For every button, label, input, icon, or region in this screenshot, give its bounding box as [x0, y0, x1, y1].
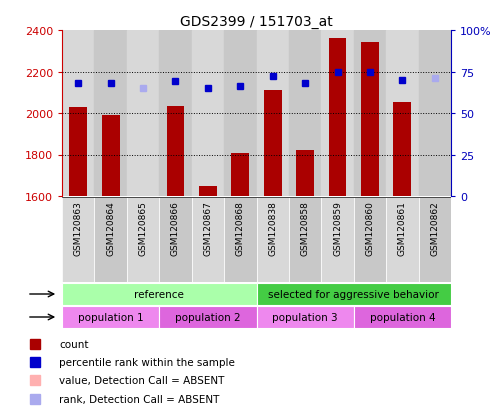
- Bar: [159, 197, 192, 282]
- Title: GDS2399 / 151703_at: GDS2399 / 151703_at: [180, 14, 333, 28]
- Text: population 4: population 4: [370, 312, 435, 322]
- Bar: [354, 197, 386, 282]
- Text: selected for aggressive behavior: selected for aggressive behavior: [268, 289, 439, 299]
- Bar: [354, 306, 451, 328]
- Bar: [62, 306, 159, 328]
- Bar: [167, 107, 184, 197]
- Text: population 1: population 1: [78, 312, 143, 322]
- Text: GSM120858: GSM120858: [301, 201, 310, 256]
- Text: GSM120860: GSM120860: [365, 201, 375, 256]
- Text: GSM120838: GSM120838: [268, 201, 277, 256]
- Bar: [256, 283, 451, 305]
- Bar: [419, 31, 451, 197]
- Text: rank, Detection Call = ABSENT: rank, Detection Call = ABSENT: [59, 394, 219, 404]
- Bar: [354, 31, 386, 197]
- Bar: [192, 31, 224, 197]
- Bar: [289, 197, 321, 282]
- Bar: [361, 43, 379, 197]
- Bar: [199, 186, 217, 197]
- Text: GSM120862: GSM120862: [430, 201, 439, 256]
- Text: population 3: population 3: [272, 312, 338, 322]
- Bar: [102, 116, 119, 197]
- Bar: [224, 31, 256, 197]
- Text: GSM120861: GSM120861: [398, 201, 407, 256]
- Bar: [224, 197, 256, 282]
- Bar: [62, 31, 95, 197]
- Bar: [321, 197, 354, 282]
- Bar: [231, 154, 249, 197]
- Bar: [192, 197, 224, 282]
- Bar: [159, 306, 256, 328]
- Bar: [419, 197, 451, 282]
- Bar: [127, 197, 159, 282]
- Bar: [329, 39, 347, 197]
- Text: GSM120867: GSM120867: [204, 201, 212, 256]
- Bar: [70, 107, 87, 197]
- Text: GSM120868: GSM120868: [236, 201, 245, 256]
- Bar: [62, 197, 95, 282]
- Bar: [95, 31, 127, 197]
- Bar: [256, 31, 289, 197]
- Bar: [289, 31, 321, 197]
- Text: GSM120863: GSM120863: [74, 201, 83, 256]
- Text: reference: reference: [134, 289, 184, 299]
- Bar: [296, 151, 314, 197]
- Bar: [159, 31, 192, 197]
- Bar: [393, 102, 411, 197]
- Bar: [62, 283, 256, 305]
- Bar: [264, 91, 282, 197]
- Text: count: count: [59, 339, 89, 349]
- Bar: [256, 306, 354, 328]
- Text: population 2: population 2: [175, 312, 241, 322]
- Bar: [386, 197, 419, 282]
- Bar: [95, 197, 127, 282]
- Bar: [256, 197, 289, 282]
- Text: value, Detection Call = ABSENT: value, Detection Call = ABSENT: [59, 375, 224, 385]
- Text: GSM120859: GSM120859: [333, 201, 342, 256]
- Text: percentile rank within the sample: percentile rank within the sample: [59, 357, 235, 367]
- Bar: [321, 31, 354, 197]
- Text: GSM120865: GSM120865: [139, 201, 147, 256]
- Bar: [386, 31, 419, 197]
- Text: GSM120864: GSM120864: [106, 201, 115, 256]
- Bar: [127, 31, 159, 197]
- Text: GSM120866: GSM120866: [171, 201, 180, 256]
